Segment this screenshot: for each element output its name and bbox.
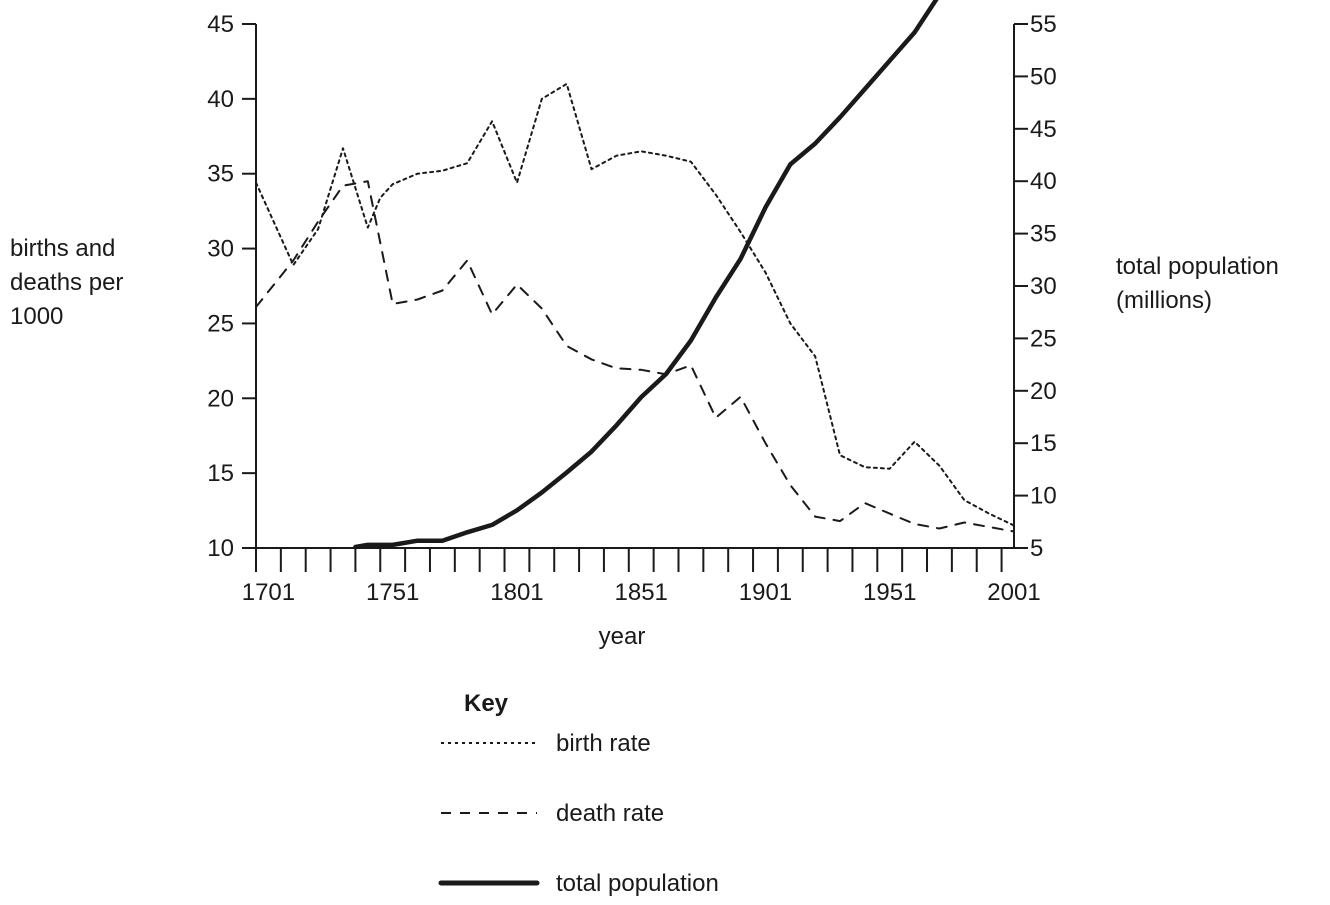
axes-layer [255, 24, 1015, 549]
y-right-tick-label: 25 [1030, 325, 1057, 352]
y-right-axis-title: total population (millions) [1116, 253, 1285, 314]
y-left-tick-label: 15 [207, 460, 234, 487]
y-left-title-line-1: births and [10, 235, 115, 262]
x-tick-label: 1701 [242, 579, 295, 606]
x-tick-label: 1901 [739, 579, 792, 606]
y-right-tick-label: 30 [1030, 273, 1057, 300]
legend-title: Key [464, 690, 509, 717]
x-tick-label: 1751 [366, 579, 419, 606]
legend: Key birth rate death rate total populati… [438, 690, 719, 897]
y-right-tick-label: 45 [1030, 116, 1057, 143]
y-right-title-line-1: total population [1116, 253, 1279, 280]
y-right-tick-label: 50 [1030, 63, 1057, 90]
x-tick-label: 2001 [987, 579, 1040, 606]
x-tick-label: 1951 [863, 579, 916, 606]
y-left-tick-label: 45 [207, 11, 234, 38]
y-left-tick-label: 25 [207, 310, 234, 337]
y-right-tick-label: 5 [1030, 535, 1043, 562]
x-tick-label: 1801 [490, 579, 543, 606]
y-right-tick-label: 20 [1030, 378, 1057, 405]
y-left-axis-title: births and deaths per 1000 [10, 235, 130, 330]
y-right-tick-label: 55 [1030, 11, 1057, 38]
series-line-total-population [353, 0, 939, 550]
x-axis-title: year [599, 623, 646, 650]
legend-label-total-population: total population [556, 870, 719, 897]
legend-label-death-rate: death rate [556, 800, 664, 827]
legend-label-birth-rate: birth rate [556, 730, 651, 757]
y-left-tick-label: 10 [207, 535, 234, 562]
y-right-tick-label: 35 [1030, 221, 1057, 248]
labels-layer: births and deaths per 1000 total populat… [10, 235, 1285, 650]
y-left-tick-label: 35 [207, 161, 234, 188]
y-right-tick-label: 10 [1030, 483, 1057, 510]
y-right-title-line-2: (millions) [1116, 287, 1212, 314]
y-left-tick-label: 30 [207, 236, 234, 263]
y-left-tick-label: 20 [207, 385, 234, 412]
ticks-layer: 10 15 20 25 30 35 40 45 5 10 15 20 25 30 35 40 45 50 55 170… [207, 11, 1056, 606]
series-layer [255, 0, 1015, 550]
x-tick-label: 1851 [615, 579, 668, 606]
y-right-tick-label: 15 [1030, 430, 1057, 457]
y-left-title-line-3: 1000 [10, 303, 63, 330]
y-left-title-line-2: deaths per [10, 269, 123, 296]
series-line-birth-rate [255, 82, 1015, 527]
y-right-tick-label: 40 [1030, 168, 1057, 195]
series-line-death-rate [255, 180, 1015, 533]
y-left-tick-label: 40 [207, 86, 234, 113]
